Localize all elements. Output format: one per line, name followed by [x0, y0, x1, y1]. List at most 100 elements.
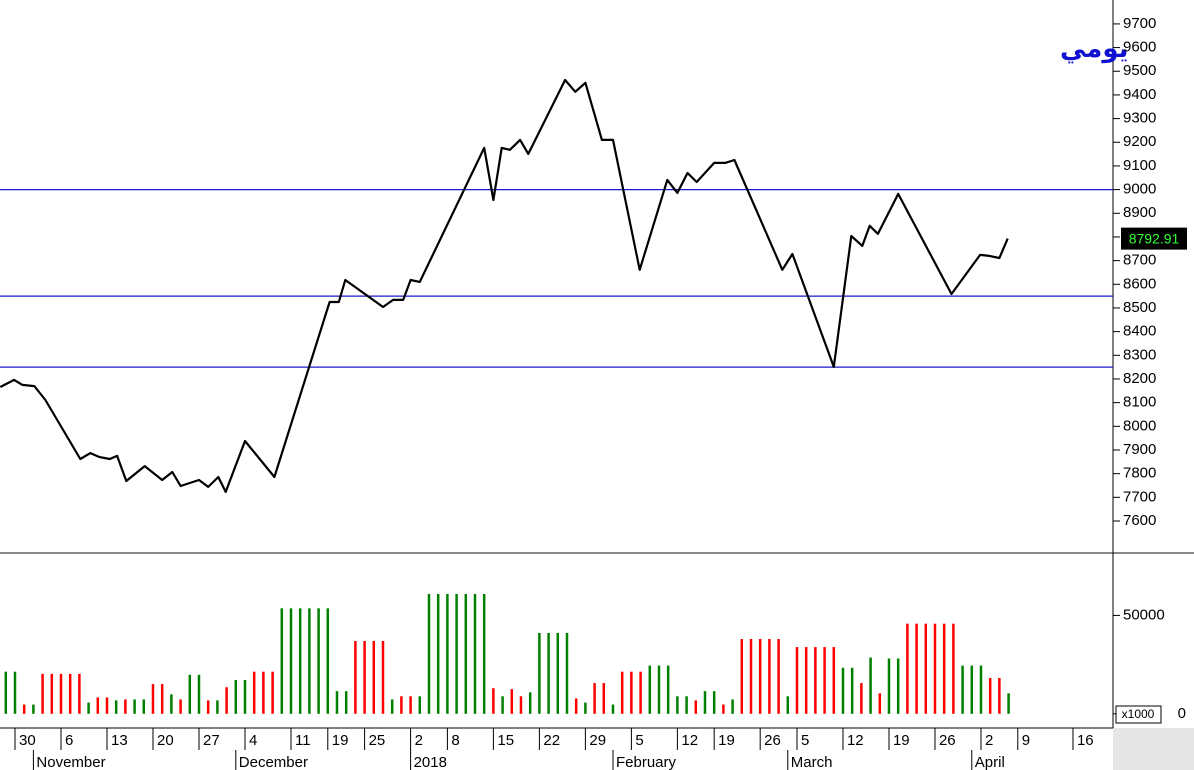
volume-bar	[869, 657, 872, 714]
volume-bar	[105, 697, 109, 714]
volume-bar	[731, 699, 734, 714]
last-value-box	[1121, 227, 1187, 250]
y-tick-label: 8600	[1123, 275, 1156, 292]
volume-bar	[584, 702, 587, 714]
volume-bar	[335, 691, 339, 714]
volume-bar	[41, 673, 44, 714]
x-tick-label: 9	[1022, 732, 1030, 749]
volume-bar	[648, 665, 652, 714]
x-tick-label: 15	[497, 732, 514, 749]
month-label: December	[239, 754, 308, 770]
volume-bar	[501, 696, 504, 714]
y-tick-label: 9300	[1123, 110, 1156, 127]
volume-bar	[473, 593, 477, 714]
month-label: February	[616, 754, 677, 770]
y-tick-label: 9200	[1123, 133, 1156, 150]
volume-bar	[13, 671, 17, 714]
volume-bar	[758, 639, 762, 714]
volume-bar	[409, 696, 412, 714]
volume-bar	[124, 699, 127, 714]
volume-bar	[832, 647, 836, 714]
volume-bar	[151, 684, 155, 714]
y-tick-label: 8000	[1123, 417, 1156, 434]
y-tick-label: 9100	[1123, 157, 1156, 174]
volume-bar	[280, 608, 284, 714]
price-line	[0, 78, 1009, 493]
x-tick-label: 16	[1077, 732, 1094, 749]
volume-bar	[519, 696, 523, 714]
y-tick-label: 9700	[1123, 15, 1156, 32]
volume-bar	[436, 593, 440, 714]
month-label: March	[791, 754, 833, 770]
x-tick-label: 5	[801, 732, 809, 749]
y-tick-label: 9400	[1123, 86, 1156, 103]
volume-bar	[1007, 693, 1010, 714]
x-tick-label: 26	[939, 732, 956, 749]
volume-bar	[78, 673, 81, 714]
x-tick-label: 19	[718, 732, 735, 749]
y-tick-label: 50000	[1123, 606, 1165, 623]
volume-bar	[160, 684, 164, 714]
x-tick-label: 19	[893, 732, 910, 749]
volume-bar	[22, 704, 26, 714]
volume-bar	[252, 671, 256, 714]
volume-bar	[372, 640, 376, 714]
volume-bar	[390, 699, 394, 714]
volume-bar	[234, 679, 238, 714]
x-tick-label: 11	[295, 732, 311, 749]
volume-bar	[354, 640, 357, 714]
x-tick-label: 12	[681, 732, 698, 749]
volume-bar	[197, 674, 201, 714]
volume-bar	[455, 593, 458, 714]
y-tick-label: 8700	[1123, 252, 1156, 269]
volume-bar	[216, 700, 219, 714]
x-tick-label: 25	[369, 732, 386, 749]
volume-bar	[768, 639, 771, 714]
volume-bar	[924, 623, 928, 714]
y-tick-label: 7900	[1123, 441, 1156, 458]
volume-bar	[133, 699, 136, 714]
volume-bar	[896, 658, 900, 714]
y-tick-label: 7800	[1123, 465, 1156, 482]
volume-bar	[289, 608, 293, 714]
volume-bar	[823, 647, 826, 714]
volume-bar	[602, 683, 606, 714]
x-tick-label: 5	[635, 732, 643, 749]
unit-label: x1000	[1122, 707, 1155, 721]
x-tick-label: 26	[764, 732, 781, 749]
volume-bar	[620, 671, 624, 714]
volume-bar	[712, 691, 716, 714]
volume-bar	[841, 667, 845, 714]
volume-bar	[878, 693, 882, 714]
y-tick-label: 9600	[1123, 39, 1156, 56]
corner	[1113, 728, 1194, 770]
volume-bar	[722, 704, 725, 714]
volume-bar	[446, 593, 449, 714]
volume-bar	[777, 639, 780, 714]
volume-bar	[142, 699, 146, 714]
volume-bar	[657, 665, 661, 714]
y-tick-label: 8300	[1123, 346, 1156, 363]
volume-bar	[611, 704, 615, 714]
volume-bar	[961, 665, 964, 714]
volume-bar	[114, 700, 118, 714]
volume-bar	[952, 623, 955, 714]
volume-bar	[988, 677, 992, 714]
volume-bar	[556, 632, 560, 714]
volume-bar	[243, 679, 247, 714]
x-tick-label: 20	[157, 732, 174, 749]
volume-bar	[565, 632, 569, 714]
volume-bar	[998, 677, 1001, 714]
volume-bar	[630, 671, 633, 714]
y-tick-label: 8900	[1123, 204, 1156, 221]
volume-bar	[427, 593, 431, 714]
volume-bar	[206, 700, 210, 714]
volume-bar	[4, 671, 8, 714]
volume-bar	[225, 687, 228, 714]
volume-bar	[906, 623, 909, 714]
month-label: November	[36, 754, 105, 770]
volume-bar	[639, 671, 642, 714]
x-tick-label: 6	[65, 732, 73, 749]
volume-bar	[363, 640, 366, 714]
